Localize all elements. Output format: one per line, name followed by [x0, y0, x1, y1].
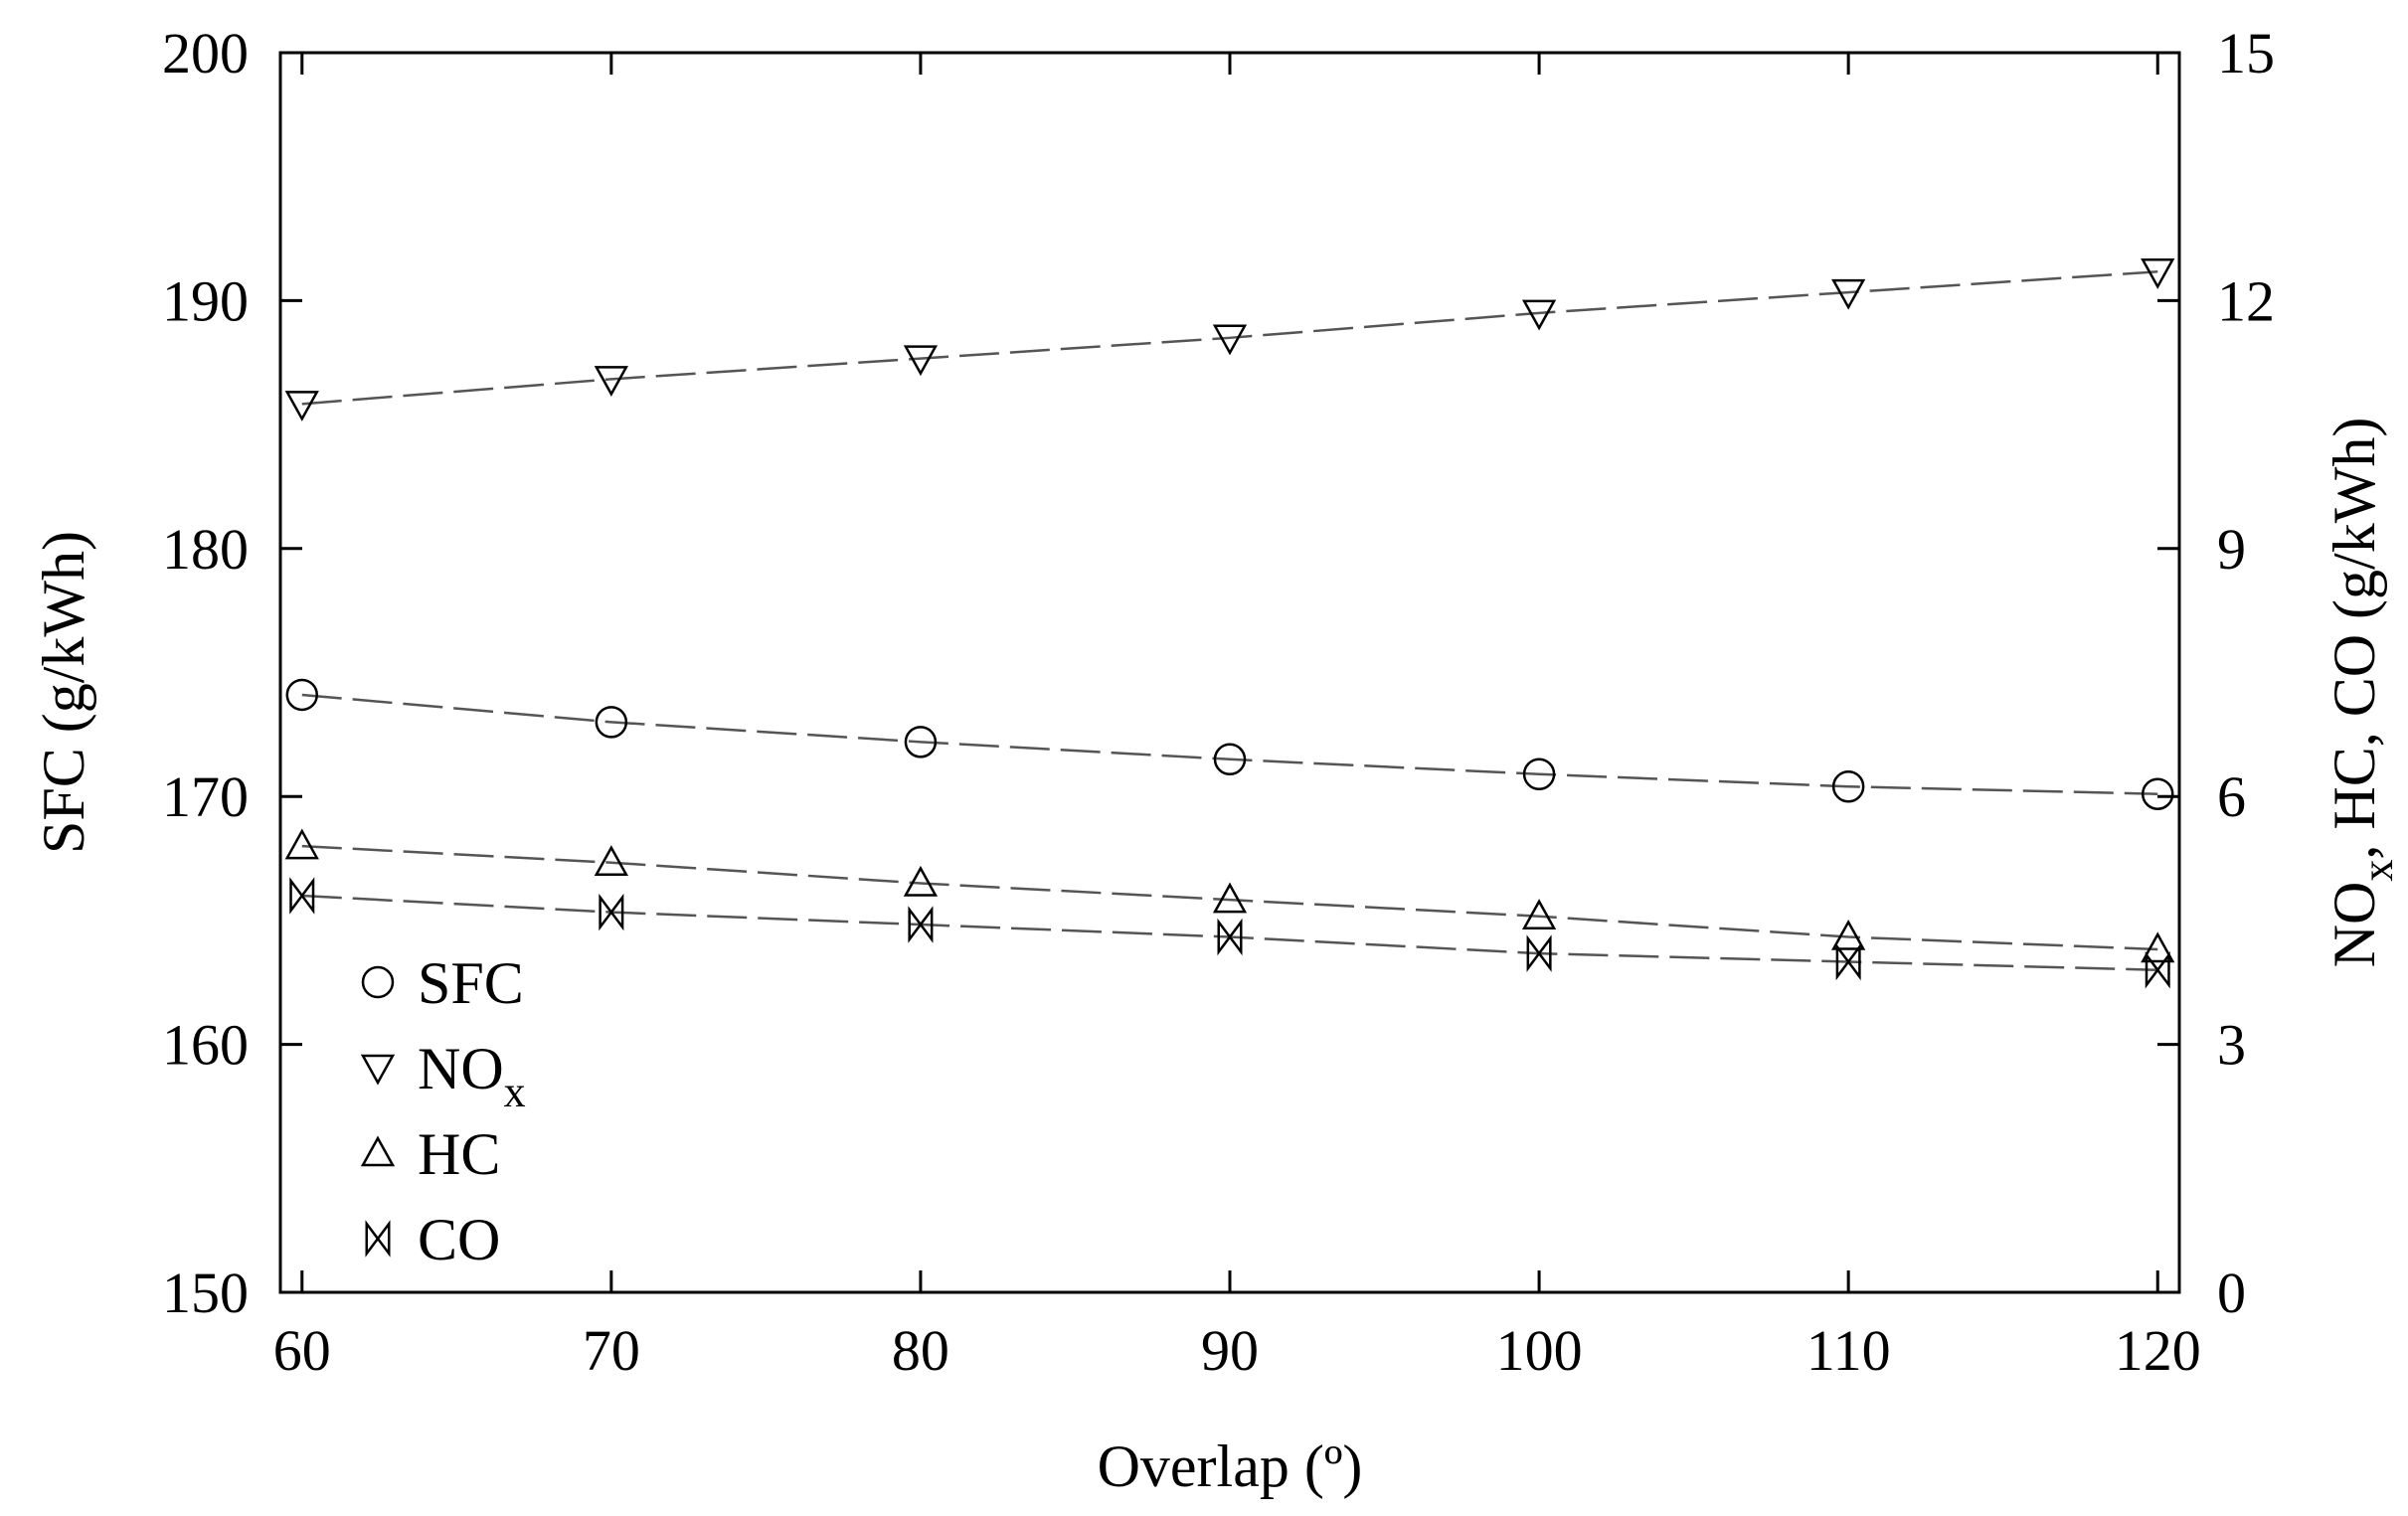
point-hc — [594, 845, 628, 876]
point-hc — [1212, 882, 1248, 914]
legend-marker-hc — [360, 1135, 396, 1167]
point-co — [1835, 942, 1861, 981]
legend-marker-nox — [360, 1054, 396, 1086]
y-left-axis-title: SFC (g/kWh) — [31, 531, 96, 854]
series-lines — [301, 270, 2158, 972]
point-nox — [903, 345, 939, 377]
y-right-tick-label: 0 — [2217, 1261, 2246, 1325]
point-hc — [1521, 899, 1557, 929]
point-sfc — [1831, 769, 1865, 803]
point-co — [2145, 951, 2170, 989]
legend-label-hc: HC — [418, 1121, 500, 1187]
axes: 60 70 80 90 100 110 120 150 160 170 180 190 200 0 3 6 9 1… — [31, 21, 2402, 1499]
point-hc — [284, 828, 319, 860]
point-co — [1217, 918, 1243, 956]
y-right-tick-label: 6 — [2217, 764, 2246, 829]
x-tick-label: 100 — [1496, 1318, 1583, 1383]
point-sfc — [1522, 758, 1556, 791]
legend-marker-sfc — [361, 965, 395, 999]
y-left-tick-label: 200 — [162, 21, 249, 85]
y-left-tick-label: 150 — [162, 1261, 249, 1325]
x-tick-label: 60 — [273, 1318, 331, 1383]
y-right-tick-label: 3 — [2217, 1013, 2246, 1078]
point-co — [289, 877, 315, 915]
point-sfc — [2141, 777, 2174, 810]
point-nox — [284, 391, 319, 421]
x-tick-label: 110 — [1806, 1318, 1891, 1383]
point-nox — [1212, 324, 1248, 356]
point-hc — [903, 865, 939, 897]
point-hc — [1831, 919, 1866, 950]
point-co — [1526, 934, 1552, 972]
point-co — [908, 906, 934, 943]
y-right-tick-label: 15 — [2217, 21, 2275, 85]
series-line-sfc — [301, 693, 2158, 795]
point-nox — [594, 366, 628, 397]
x-axis-title: Overlap (º) — [1098, 1433, 1363, 1499]
plot-frame — [278, 51, 2181, 1294]
point-sfc — [595, 706, 628, 739]
legend-label-sfc: SFC — [418, 950, 524, 1016]
legend-marker-co — [365, 1220, 391, 1258]
y-right-axis-title: NOx, HC, CO (g/kWh) — [2322, 418, 2402, 968]
x-tick-label: 70 — [583, 1318, 640, 1383]
x-tick-label: 90 — [1201, 1318, 1259, 1383]
series-line-nox — [301, 270, 2158, 406]
y-left-tick-label: 160 — [162, 1013, 249, 1078]
point-nox — [2141, 258, 2175, 289]
y-right-tick-label: 12 — [2217, 268, 2275, 333]
point-nox — [1831, 278, 1866, 310]
y-right-tick-label: 9 — [2217, 517, 2246, 582]
point-co — [599, 893, 624, 931]
point-sfc — [904, 726, 938, 758]
point-hc — [2141, 931, 2175, 963]
series-line-co — [301, 894, 2158, 972]
x-tick-label: 80 — [892, 1318, 949, 1383]
y-left-tick-label: 190 — [162, 268, 249, 333]
y-left-tick-label: 180 — [162, 517, 249, 582]
legend-label-co: CO — [418, 1207, 500, 1272]
y-left-tick-label: 170 — [162, 764, 249, 829]
point-sfc — [285, 678, 319, 712]
series-markers — [284, 258, 2175, 989]
point-nox — [1521, 299, 1557, 331]
point-sfc — [1213, 743, 1247, 776]
legend-label-nox: NOx — [418, 1036, 526, 1116]
series-line-hc — [301, 844, 2158, 951]
x-tick-label: 120 — [2115, 1318, 2201, 1383]
